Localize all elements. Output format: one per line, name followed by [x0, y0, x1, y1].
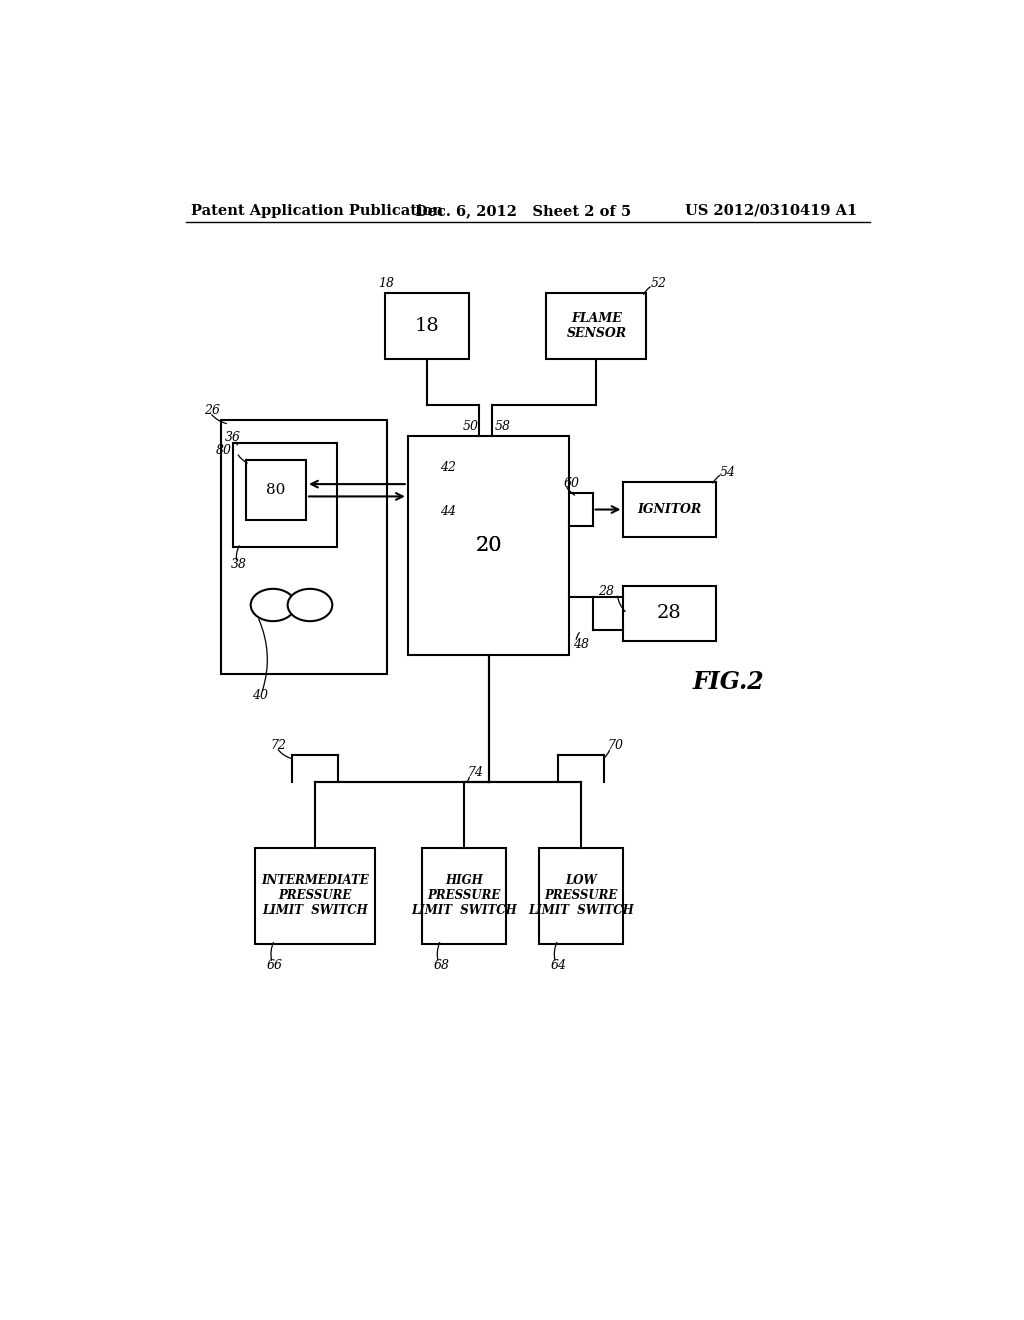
Text: 42: 42	[440, 461, 456, 474]
Polygon shape	[246, 461, 306, 520]
Text: LOW
PRESSURE
LIMIT  SWITCH: LOW PRESSURE LIMIT SWITCH	[528, 874, 634, 917]
Ellipse shape	[288, 589, 333, 622]
Text: 52: 52	[650, 277, 667, 290]
Polygon shape	[408, 436, 569, 655]
Text: 64: 64	[550, 958, 566, 972]
Text: 20: 20	[475, 536, 502, 554]
Text: 28: 28	[657, 605, 682, 623]
Text: INTERMEDIATE
PRESSURE
LIMIT  SWITCH: INTERMEDIATE PRESSURE LIMIT SWITCH	[261, 874, 369, 917]
Text: 18: 18	[379, 277, 394, 290]
Text: 26: 26	[205, 404, 220, 417]
Polygon shape	[539, 847, 624, 944]
Text: 66: 66	[267, 958, 283, 972]
Polygon shape	[422, 847, 506, 944]
Polygon shape	[255, 847, 375, 944]
Polygon shape	[233, 444, 337, 548]
Text: 38: 38	[230, 557, 247, 570]
Text: 20: 20	[475, 536, 502, 554]
Text: 70: 70	[608, 739, 624, 752]
Text: 54: 54	[720, 466, 735, 479]
Text: 28: 28	[598, 585, 614, 598]
Text: IGNITOR: IGNITOR	[637, 503, 701, 516]
Text: FIG.2: FIG.2	[692, 671, 764, 694]
Text: FLAME
SENSOR: FLAME SENSOR	[566, 312, 627, 339]
Text: 80: 80	[266, 483, 286, 498]
Text: Patent Application Publication: Patent Application Publication	[190, 203, 442, 218]
Text: 58: 58	[495, 420, 511, 433]
Text: 48: 48	[573, 638, 589, 651]
Polygon shape	[221, 420, 387, 675]
Text: 80: 80	[216, 445, 232, 458]
Text: 36: 36	[225, 430, 242, 444]
Text: HIGH
PRESSURE
LIMIT  SWITCH: HIGH PRESSURE LIMIT SWITCH	[411, 874, 517, 917]
Text: 74: 74	[468, 767, 483, 779]
Polygon shape	[385, 293, 469, 359]
Text: 68: 68	[433, 958, 450, 972]
Text: 44: 44	[440, 506, 456, 519]
Polygon shape	[624, 586, 716, 642]
Text: Dec. 6, 2012   Sheet 2 of 5: Dec. 6, 2012 Sheet 2 of 5	[416, 203, 632, 218]
Text: US 2012/0310419 A1: US 2012/0310419 A1	[685, 203, 857, 218]
Text: 60: 60	[563, 477, 580, 490]
Polygon shape	[547, 293, 646, 359]
Text: 72: 72	[270, 739, 287, 752]
Text: 18: 18	[415, 317, 439, 335]
Text: 40: 40	[252, 689, 268, 702]
Polygon shape	[624, 482, 716, 537]
Text: 50: 50	[463, 420, 478, 433]
Ellipse shape	[251, 589, 295, 622]
